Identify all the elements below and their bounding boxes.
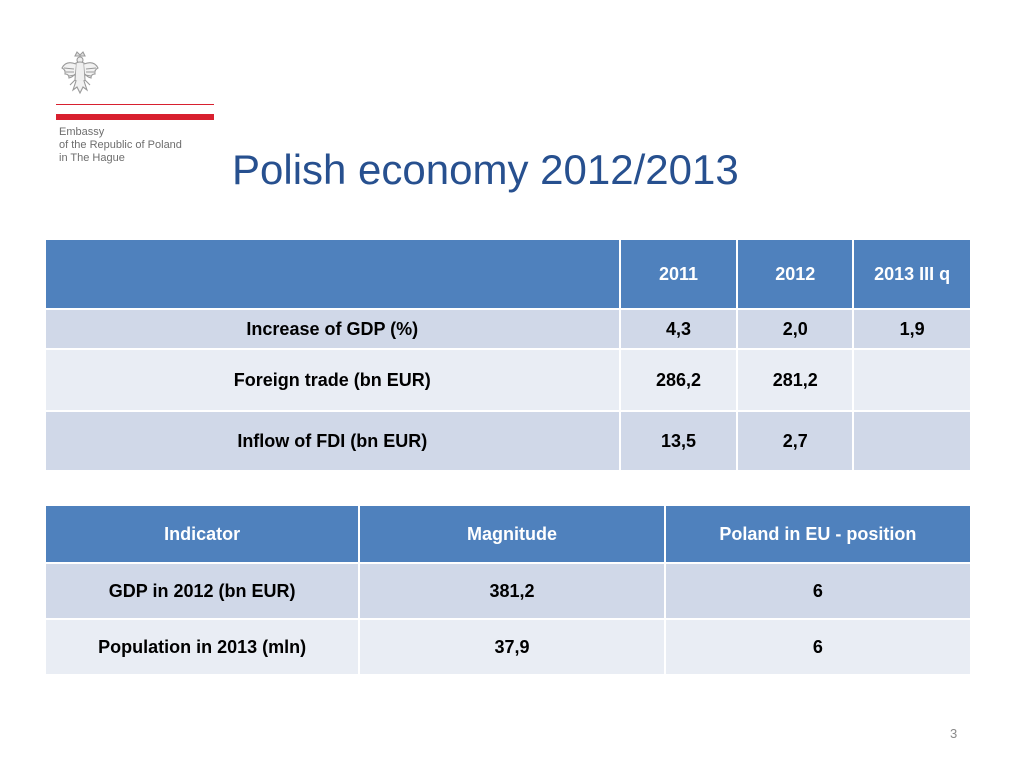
header-cell: Indicator — [43, 504, 361, 564]
table-cell: 1,9 — [852, 308, 972, 350]
table-cell — [852, 410, 972, 472]
page-number: 3 — [950, 726, 958, 741]
logo-line-2: of the Republic of Poland — [59, 139, 182, 151]
logo-line-1: Embassy — [59, 126, 105, 138]
table-cell: 381,2 — [358, 562, 666, 620]
table-cell: 37,9 — [358, 618, 666, 676]
indicator-table: Indicator Magnitude Poland in EU - posit… — [43, 504, 973, 676]
table-cell: 2,0 — [736, 308, 855, 350]
table-cell: 4,3 — [618, 308, 739, 350]
table-cell: 13,5 — [618, 410, 739, 472]
table-cell: 286,2 — [618, 348, 739, 412]
table-row: Inflow of FDI (bn EUR) 13,5 2,7 — [44, 410, 972, 472]
table-header-row: Indicator Magnitude Poland in EU - posit… — [43, 504, 973, 564]
logo-thick-red-line — [56, 114, 214, 120]
table-cell — [852, 348, 972, 412]
header-cell: 2011 — [618, 238, 739, 310]
header-cell — [44, 238, 621, 310]
row-label: GDP in 2012 (bn EUR) — [43, 562, 361, 620]
slide-title: Polish economy 2012/2013 — [232, 146, 739, 193]
table-cell: 281,2 — [736, 348, 855, 412]
logo-thin-red-line — [56, 104, 214, 105]
economy-table: 2011 2012 2013 III q Increase of GDP (%)… — [44, 238, 972, 472]
row-label: Foreign trade (bn EUR) — [44, 348, 621, 412]
header-cell: Poland in EU - position — [663, 504, 973, 564]
row-label: Inflow of FDI (bn EUR) — [44, 410, 621, 472]
embassy-logo: Embassy of the Republic of Poland in The… — [56, 50, 214, 172]
logo-line-3: in The Hague — [59, 152, 125, 164]
table-header-row: 2011 2012 2013 III q — [44, 238, 972, 310]
table-row: GDP in 2012 (bn EUR) 381,2 6 — [43, 562, 973, 620]
header-cell: 2012 — [736, 238, 855, 310]
table-row: Population in 2013 (mln) 37,9 6 — [43, 618, 973, 676]
table-row: Foreign trade (bn EUR) 286,2 281,2 — [44, 348, 972, 412]
table-cell: 2,7 — [736, 410, 855, 472]
header-cell: 2013 III q — [852, 238, 972, 310]
table-cell: 6 — [663, 562, 973, 620]
polish-eagle-icon — [61, 51, 99, 95]
table-row: Increase of GDP (%) 4,3 2,0 1,9 — [44, 308, 972, 350]
logo-text: Embassy of the Republic of Poland in The… — [59, 126, 214, 165]
table-cell: 6 — [663, 618, 973, 676]
row-label: Increase of GDP (%) — [44, 308, 621, 350]
row-label: Population in 2013 (mln) — [43, 618, 361, 676]
header-cell: Magnitude — [358, 504, 666, 564]
